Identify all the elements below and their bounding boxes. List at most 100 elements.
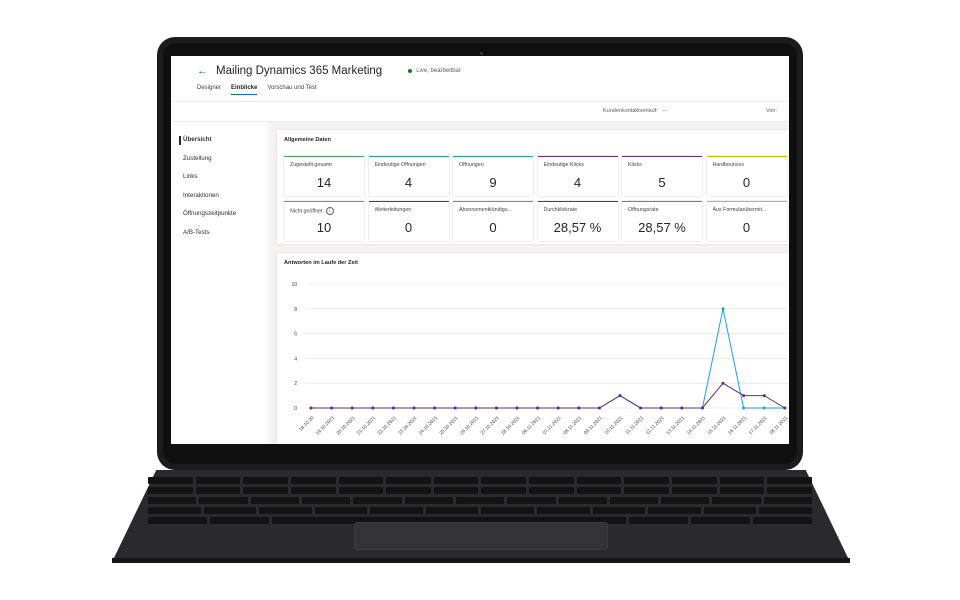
- status-dot-icon: [408, 68, 413, 73]
- data-point: [474, 406, 478, 410]
- app-screen: ← Mailing Dynamics 365 Marketing Live, b…: [171, 56, 789, 444]
- data-point: [742, 394, 746, 398]
- kpi-card[interactable]: Öffnungen 9: [453, 156, 533, 196]
- x-tick-label: 12.11.2021: [645, 415, 666, 436]
- data-point: [536, 406, 540, 410]
- von-filter-label[interactable]: Von:: [765, 108, 777, 114]
- overview-panel: Allgemeine Daten Zugestellt gesamt 14 Eind…: [277, 130, 789, 244]
- kpi-value: 0: [489, 220, 497, 235]
- x-tick-label: 18.10.20: [298, 415, 316, 433]
- info-icon[interactable]: i: [325, 207, 334, 215]
- kundenkontakt-filter[interactable]: Kundenkontaktverlauf: ---: [603, 108, 668, 114]
- data-point: [597, 406, 601, 410]
- series-line-1: [311, 382, 786, 409]
- data-point: [515, 406, 519, 410]
- overview-title: Allgemeine Daten: [284, 137, 331, 143]
- status-badge: Live, bearbeitbar: [408, 68, 461, 74]
- tab-designer[interactable]: Designer: [197, 85, 222, 91]
- kpi-card[interactable]: Durchklickrate 28,57 %: [537, 201, 618, 241]
- data-point: [556, 406, 560, 410]
- camera: [480, 52, 483, 55]
- kpi-card[interactable]: Eindeutige Öffnungen 4: [368, 156, 449, 196]
- kpi-card[interactable]: Eindeutige Klicks 4: [537, 156, 618, 196]
- main-panel: Allgemeine Daten Zugestellt gesamt 14 Eind…: [270, 122, 789, 444]
- kpi-label: Weiterleitungen: [374, 207, 412, 213]
- sidebar: Übersicht Zustellung Links Interaktionen…: [171, 122, 266, 444]
- chart-title: Antworten im Laufe der Zeit: [284, 260, 358, 266]
- tab-vorschau[interactable]: Vorschau und Test: [267, 85, 317, 91]
- x-tick-label: 24.10.2021: [418, 415, 439, 436]
- kpi-label: Hardbounces: [712, 162, 745, 168]
- tab-bar: Designer Einblicke Vorschau und Test: [171, 85, 789, 101]
- sidebar-item-zustellung[interactable]: Zustellung: [183, 154, 212, 162]
- kpi-value: 0: [404, 220, 413, 235]
- x-tick-label: 25.10.2021: [438, 415, 459, 436]
- data-point: [680, 406, 684, 410]
- x-tick-label: 26.10.2021: [459, 415, 480, 436]
- sidebar-item-uebersicht[interactable]: Übersicht: [171, 131, 266, 150]
- x-tick-label: 20.10.2021: [335, 415, 356, 436]
- trackpad[interactable]: [354, 522, 608, 550]
- kpi-card[interactable]: Zugestellt gesamt 14: [284, 156, 364, 196]
- data-point: [494, 406, 498, 410]
- x-tick-label: 14.11.2021: [686, 415, 707, 436]
- x-tick-label: 23.10.2021: [397, 415, 418, 436]
- kpi-card[interactable]: Öffnungsrate 28,57 %: [622, 201, 702, 241]
- kpi-card[interactable]: Abonnementkündigu... 0: [453, 201, 533, 241]
- sidebar-item-oeffnungszeitpunkte[interactable]: Öffnungszeitpunkte: [183, 210, 237, 218]
- kpi-card[interactable]: Weiterleitungen 0: [368, 201, 449, 241]
- data-point: [762, 406, 766, 410]
- kpi-label: Öffnungsrate: [628, 207, 659, 213]
- kundenkontakt-value: ---: [662, 108, 668, 114]
- kpi-value: 0: [742, 175, 751, 190]
- data-point: [350, 406, 354, 410]
- y-tick-label: 10: [291, 282, 297, 288]
- x-tick-label: 21.10.2021: [356, 415, 377, 436]
- status-text: Live, bearbeitbar: [416, 67, 461, 74]
- data-point: [783, 406, 787, 410]
- back-arrow-icon[interactable]: ←: [197, 64, 208, 77]
- y-tick-label: 4: [294, 356, 297, 362]
- chart-panel: Antworten im Laufe der Zeit 0 2 4 6 8 10 18.10…: [277, 253, 789, 444]
- kpi-label: Eindeutige Öffnungen: [374, 162, 426, 168]
- tab-einblicke[interactable]: Einblicke: [231, 85, 258, 95]
- kpi-label: Öffnungen: [459, 162, 484, 168]
- x-tick-label: 17.11.2021: [748, 415, 769, 436]
- kpi-card[interactable]: Klicks 5: [622, 156, 702, 196]
- sidebar-item-ab-tests[interactable]: A/B-Tests: [183, 228, 210, 236]
- filter-toolbar: Kundenkontaktverlauf: --- Von:: [171, 101, 789, 122]
- kpi-value: 28,57 %: [553, 220, 602, 235]
- data-point: [721, 381, 725, 385]
- kpi-label: Zugestellt gesamt: [290, 162, 332, 168]
- x-tick-label: 28.10.2021: [500, 415, 521, 436]
- x-tick-label: 16.11.2021: [727, 415, 748, 436]
- x-tick-label: 11.11.2021: [624, 415, 645, 436]
- x-tick-label: 19.10.2021: [315, 415, 336, 436]
- kpi-card[interactable]: Hardbounces 0: [706, 156, 787, 196]
- x-tick-label: 07.11.2021: [542, 415, 563, 436]
- x-tick-label: 08.11.2021: [562, 415, 583, 436]
- x-tick-label: 22.10.2021: [377, 415, 398, 436]
- kpi-value: 14: [316, 175, 332, 190]
- kpi-value: 10: [316, 220, 332, 235]
- data-point: [639, 406, 643, 410]
- data-point: [721, 307, 725, 311]
- content-area: Übersicht Zustellung Links Interaktionen…: [171, 122, 789, 444]
- kpi-value: 4: [404, 175, 413, 190]
- x-tick-label: 13.11.2021: [665, 415, 686, 436]
- sidebar-item-interaktionen[interactable]: Interaktionen: [183, 191, 219, 199]
- kpi-label: Durchklickrate: [543, 207, 578, 213]
- data-point: [618, 394, 622, 398]
- data-point: [659, 406, 663, 410]
- kpi-card[interactable]: Aus Formularübermit... 0: [706, 201, 787, 241]
- data-point: [453, 406, 457, 410]
- sidebar-item-links[interactable]: Links: [183, 173, 198, 181]
- kpi-card[interactable]: Nicht geöffnet i 10: [284, 201, 364, 241]
- kpi-label: Nicht geöffnet i: [290, 207, 362, 215]
- x-tick-label: 06.11.2021: [521, 415, 542, 436]
- data-point: [577, 406, 581, 410]
- data-point: [412, 406, 416, 410]
- app-header: ← Mailing Dynamics 365 Marketing Live, b…: [171, 56, 789, 85]
- y-tick-label: 2: [294, 381, 297, 387]
- keyboard-edge: [112, 558, 850, 563]
